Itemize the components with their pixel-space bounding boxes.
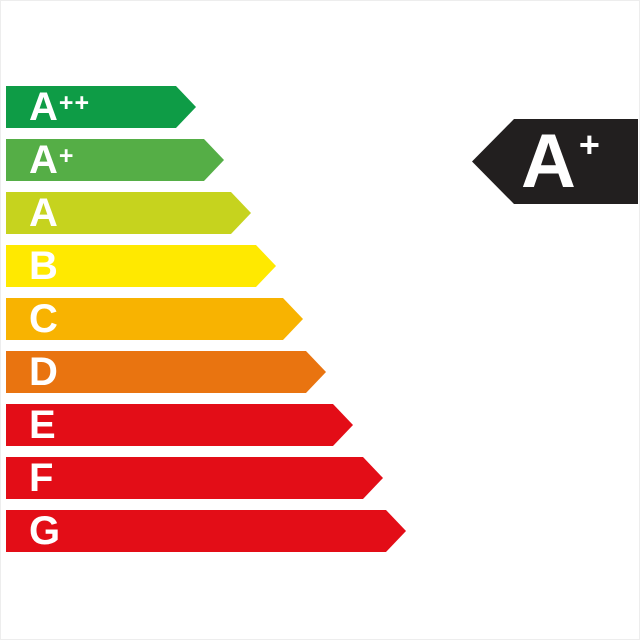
scale-arrow-a-plus-plus: A++ (6, 86, 196, 128)
grade-letter: B (29, 244, 59, 288)
scale-arrow-b: B (6, 245, 276, 287)
scale-arrow-c: C (6, 298, 303, 340)
grade-letter: A (29, 85, 59, 129)
grade-letter: A (29, 191, 59, 235)
scale-arrow-a-plus: A+ (6, 139, 224, 181)
current-rating-letter: A (521, 119, 576, 204)
grade-letter: G (29, 509, 62, 553)
scale-arrow-g: G (6, 510, 406, 552)
current-rating-arrow: A+ (472, 119, 638, 204)
scale-arrow-e: E (6, 404, 353, 446)
grade-letter: A (29, 138, 59, 182)
scale-arrow-d: D (6, 351, 326, 393)
grade-letter: C (29, 297, 59, 341)
grade-letter: E (29, 403, 57, 447)
scale-arrow-f: F (6, 457, 383, 499)
grade-suffix: ++ (58, 89, 91, 117)
current-rating-suffix: + (578, 124, 600, 165)
scale-arrow-a: A (6, 192, 251, 234)
grade-letter: D (29, 350, 59, 394)
grade-suffix: + (58, 142, 75, 170)
grade-letter: F (29, 456, 55, 500)
